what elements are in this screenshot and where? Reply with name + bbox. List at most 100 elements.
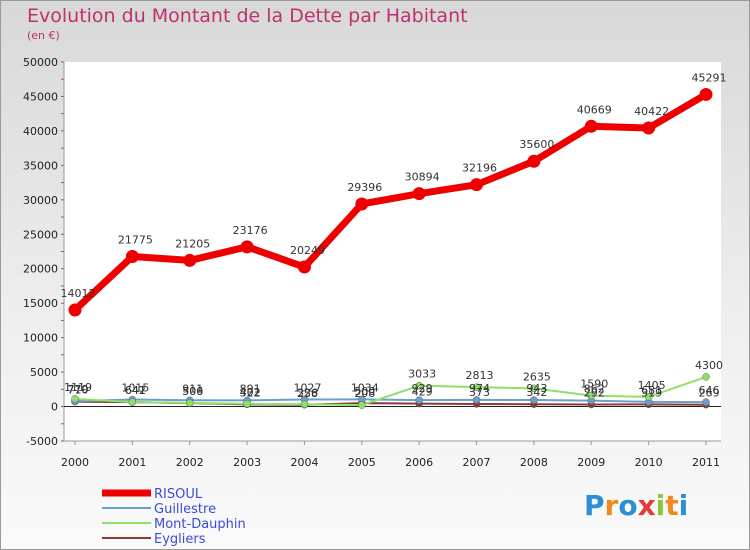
data-point — [584, 119, 598, 133]
proxiti-logo: Proxiti — [584, 489, 689, 522]
data-label: 319 — [641, 386, 662, 399]
y-tick-label: 50000 — [23, 56, 58, 69]
data-label: 506 — [182, 385, 203, 398]
data-point — [642, 121, 656, 135]
data-point — [527, 154, 541, 168]
data-point — [128, 398, 137, 406]
data-label: 14012 — [61, 287, 96, 300]
data-point — [358, 401, 366, 409]
data-label: 269 — [699, 387, 720, 400]
data-label: 500 — [354, 385, 375, 398]
data-point — [530, 384, 538, 393]
x-tick-label: 2006 — [405, 456, 433, 469]
data-point — [644, 393, 653, 401]
data-label: 974 — [469, 382, 490, 395]
data-label: 500 — [182, 385, 203, 398]
data-label: 929 — [412, 382, 433, 395]
data-point — [300, 400, 309, 409]
data-label: 45291 — [692, 71, 727, 84]
data-label: 326 — [297, 386, 318, 399]
data-point — [702, 398, 710, 406]
data-label: 862 — [584, 383, 605, 396]
data-point — [530, 396, 538, 404]
data-point — [183, 253, 197, 267]
data-label: 642 — [125, 384, 146, 397]
data-label: 1034 — [351, 381, 379, 394]
data-point — [185, 399, 194, 407]
x-tick-label: 2011 — [692, 456, 720, 469]
data-label: 646 — [699, 384, 720, 397]
chart-subtitle: (en €) — [27, 29, 60, 42]
y-tick-label: 10000 — [23, 332, 58, 345]
data-point — [699, 87, 713, 101]
data-label: 402 — [240, 386, 261, 399]
y-tick-label: 25000 — [23, 228, 58, 241]
legend-label: Eygliers — [154, 532, 206, 547]
data-label: 1015 — [121, 382, 149, 395]
data-label: 30894 — [405, 171, 440, 184]
data-point — [415, 396, 423, 404]
x-tick-label: 2003 — [233, 456, 261, 469]
x-tick-label: 2007 — [463, 456, 491, 469]
series-line-mont-dauphin — [74, 375, 707, 407]
data-point — [702, 373, 710, 381]
data-label: 208 — [354, 387, 375, 400]
x-tick-label: 2004 — [290, 456, 318, 469]
data-label: 1119 — [64, 381, 92, 394]
data-label: 2813 — [466, 369, 494, 382]
y-tick-label: 40000 — [23, 125, 58, 138]
x-tick-label: 2002 — [176, 456, 204, 469]
data-label: 29396 — [347, 181, 382, 194]
data-point — [412, 187, 426, 201]
data-point — [68, 303, 82, 317]
y-tick-label: 0 — [51, 401, 58, 414]
data-label: 21205 — [175, 237, 210, 250]
data-point — [240, 240, 254, 254]
series-line-guillestre — [74, 398, 707, 404]
chart-title: Evolution du Montant de la Dette par Hab… — [27, 5, 468, 27]
data-label: 779 — [68, 383, 89, 396]
data-label: 35600 — [519, 138, 554, 151]
data-label: 23176 — [233, 224, 268, 237]
data-point — [470, 178, 484, 192]
data-label: 1405 — [638, 379, 666, 392]
data-point — [587, 391, 596, 400]
data-label: 20249 — [290, 244, 325, 257]
data-label: 258 — [297, 387, 318, 400]
data-label: 21775 — [118, 233, 153, 246]
data-point — [297, 260, 311, 274]
x-tick-label: 2008 — [520, 456, 548, 469]
data-label: 429 — [412, 386, 433, 399]
plot-area — [64, 62, 721, 441]
data-label: 40669 — [577, 103, 612, 116]
data-point — [415, 381, 423, 390]
data-label: 40422 — [634, 105, 669, 118]
x-tick-label: 2000 — [61, 456, 89, 469]
data-label: 3033 — [408, 368, 436, 381]
data-point — [125, 249, 139, 263]
data-label: 710 — [68, 384, 89, 397]
data-label: 322 — [240, 386, 261, 399]
data-label: 342 — [526, 386, 547, 399]
data-point — [472, 383, 481, 391]
y-tick-label: 15000 — [23, 297, 58, 310]
legend-label: Guillestre — [154, 502, 216, 517]
y-tick-label: 20000 — [23, 263, 58, 276]
data-label: 292 — [584, 387, 605, 400]
x-tick-label: 2010 — [635, 456, 663, 469]
y-tick-label: 30000 — [23, 194, 58, 207]
data-label: 2635 — [523, 370, 551, 383]
data-label: 641 — [125, 384, 146, 397]
series-line-risoul — [71, 90, 710, 314]
data-label: 1590 — [580, 378, 608, 391]
legend-label: RISOUL — [154, 487, 203, 502]
y-tick-label: 45000 — [23, 90, 58, 103]
x-tick-label: 2001 — [118, 456, 146, 469]
data-label: 373 — [469, 386, 490, 399]
data-label: 943 — [526, 382, 547, 395]
data-point — [355, 197, 369, 211]
data-label: 911 — [182, 382, 203, 395]
data-label: 1027 — [293, 381, 321, 394]
